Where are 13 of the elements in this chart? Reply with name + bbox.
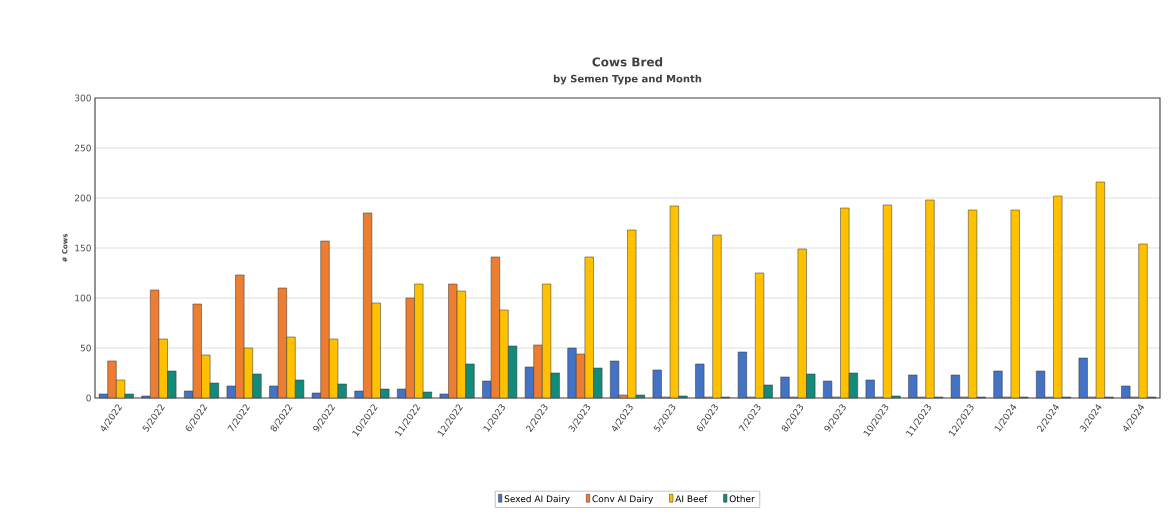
y-tick-label: 100 <box>75 294 91 302</box>
legend-label: Sexed AI Dairy <box>504 495 570 504</box>
legend-label: AI Beef <box>675 495 708 503</box>
legend-label: Other <box>729 495 755 503</box>
legend-label: Conv AI Dairy <box>592 495 654 504</box>
y-tick-label: 0 <box>86 394 91 402</box>
y-tick-label: 50 <box>80 344 91 352</box>
y-tick-label: 300 <box>74 94 91 102</box>
y-tick-label: 200 <box>74 194 91 202</box>
y-tick-label: 150 <box>75 244 91 252</box>
chart-subtitle: by Semen Type and Month <box>553 74 702 85</box>
chart-title: Cows Bred <box>592 57 663 67</box>
y-tick-label: 250 <box>74 144 91 152</box>
